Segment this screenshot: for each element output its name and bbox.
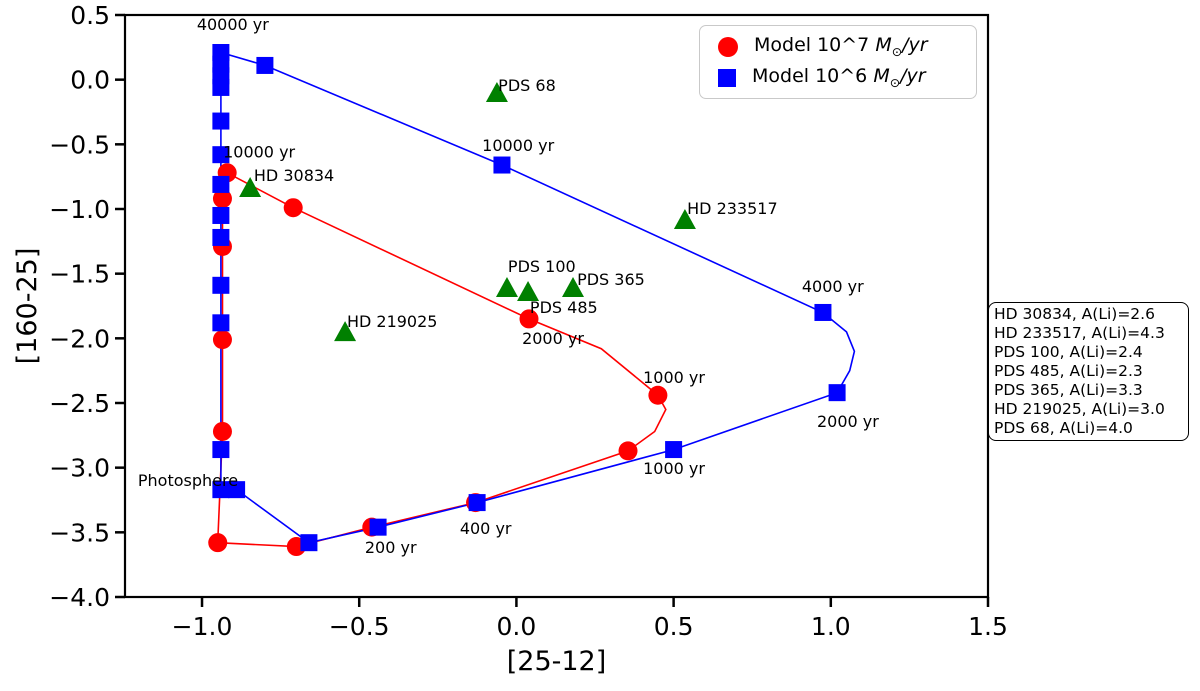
annotation-label: 4000 yr	[802, 277, 864, 296]
star-label: HD 30834	[254, 166, 334, 185]
star-label: PDS 68	[498, 76, 556, 95]
abundance-line: HD 233517, A(Li)=4.3	[994, 324, 1165, 342]
blue-square-marker	[212, 441, 230, 459]
blue-square-marker	[493, 156, 511, 174]
blue-square-marker	[212, 78, 230, 96]
blue-square-marker	[212, 112, 230, 130]
star-triangle-marker	[239, 177, 262, 198]
legend-entry-model-1e7: Model 10^7 M⊙/yr	[718, 32, 976, 62]
blue-square-marker	[212, 276, 230, 294]
x-tick-label: 1.5	[968, 612, 1008, 641]
abundance-line: PDS 365, A(Li)=3.3	[994, 381, 1143, 399]
red-track-path	[216, 172, 667, 548]
blue-square-marker	[212, 228, 230, 246]
star-triangle-marker	[517, 281, 540, 302]
y-tick-label: 0.5	[70, 1, 110, 30]
mass-symbol: M	[873, 65, 890, 88]
blue-square-marker-icon	[718, 68, 736, 87]
y-tick-label: −2.0	[49, 324, 110, 353]
x-tick-label: 0.5	[654, 612, 694, 641]
star-label: HD 233517	[687, 199, 778, 218]
red-circle-marker	[283, 198, 303, 218]
blue-square-marker	[212, 314, 230, 332]
annotation-label: Photosphere	[138, 471, 238, 490]
red-circle-marker	[519, 309, 539, 329]
red-circle-marker	[212, 330, 232, 350]
abundance-line: PDS 485, A(Li)=2.3	[994, 362, 1143, 380]
annotation-label: 400 yr	[460, 519, 512, 538]
legend-text: Model 10^7	[754, 34, 876, 57]
x-tick-label: 0.0	[497, 612, 537, 641]
annotation-label: 1000 yr	[643, 368, 705, 387]
red-circle-marker	[208, 533, 228, 553]
annotation-label: 10000 yr	[482, 136, 554, 155]
abundance-line: PDS 100, A(Li)=2.4	[994, 343, 1143, 361]
x-tick-label: −1.0	[172, 612, 233, 641]
y-tick-label: −2.5	[49, 389, 110, 418]
y-tick-label: 0.0	[70, 66, 110, 95]
blue-square-marker	[256, 56, 274, 74]
annotation-label: 2000 yr	[817, 412, 879, 431]
annotation-label: 200 yr	[365, 538, 417, 557]
red-circle-marker	[648, 385, 668, 405]
lithium-abundance-box: HD 30834, A(Li)=2.6 HD 233517, A(Li)=4.3 P…	[988, 302, 1189, 441]
sun-symbol-icon: ⊙	[891, 44, 903, 59]
abundance-line: HD 219025, A(Li)=3.0	[994, 400, 1165, 418]
star-triangle-marker	[485, 81, 508, 102]
blue-square-marker	[212, 175, 230, 193]
blue-square-marker	[228, 481, 246, 499]
annotation-label: 2000 yr	[522, 329, 584, 348]
star-label: PDS 100	[508, 257, 576, 276]
legend-unit: /yr	[900, 65, 926, 88]
star-triangle-marker	[495, 277, 518, 298]
red-circle-marker	[212, 421, 232, 441]
y-tick-label: −1.0	[49, 195, 110, 224]
star-triangle-marker	[673, 208, 696, 229]
star-label: HD 219025	[347, 312, 438, 331]
blue-square-marker	[212, 481, 230, 499]
star-label: PDS 485	[530, 298, 598, 317]
y-axis-title: [160-25]	[12, 248, 43, 365]
annotation-label: 40000 yr	[197, 15, 269, 34]
y-tick-label: −3.0	[49, 454, 110, 483]
red-circle-marker	[618, 441, 638, 461]
star-triangle-marker	[334, 321, 357, 342]
abundance-line: HD 30834, A(Li)=2.6	[994, 305, 1155, 323]
x-tick-label: −0.5	[329, 612, 390, 641]
blue-square-marker	[212, 206, 230, 224]
annotation-label: 1000 yr	[643, 459, 705, 478]
blue-square-marker	[814, 303, 832, 321]
legend-label-model-1e6: Model 10^6 M⊙/yr	[752, 65, 926, 90]
legend-entry-model-1e6: Model 10^6 M⊙/yr	[718, 63, 976, 93]
blue-square-marker	[468, 494, 486, 512]
annotation-label: 10000 yr	[223, 142, 295, 161]
star-triangle-marker	[562, 277, 585, 298]
x-tick-label: 1.0	[811, 612, 851, 641]
sun-symbol-icon: ⊙	[889, 75, 901, 90]
blue-square-marker	[212, 146, 230, 164]
mass-symbol: M	[875, 34, 892, 57]
red-circle-marker-icon	[718, 36, 738, 57]
blue-square-marker	[665, 441, 683, 459]
blue-square-marker	[300, 534, 318, 552]
y-tick-label: −1.5	[49, 260, 110, 289]
legend-text: Model 10^6	[752, 65, 874, 88]
legend-unit: /yr	[902, 34, 928, 57]
abundance-line: PDS 68, A(Li)=4.0	[994, 419, 1133, 437]
y-tick-label: −3.5	[49, 518, 110, 547]
blue-square-marker	[369, 518, 387, 536]
blue-square-marker	[828, 384, 846, 402]
y-tick-label: −0.5	[49, 130, 110, 159]
legend-label-model-1e7: Model 10^7 M⊙/yr	[754, 34, 928, 59]
x-axis-title: [25-12]	[507, 646, 607, 677]
legend: Model 10^7 M⊙/yr Model 10^6 M⊙/yr	[699, 25, 977, 99]
y-tick-label: −4.0	[49, 583, 110, 612]
star-label: PDS 365	[577, 270, 645, 289]
red-circle-marker	[212, 189, 232, 209]
